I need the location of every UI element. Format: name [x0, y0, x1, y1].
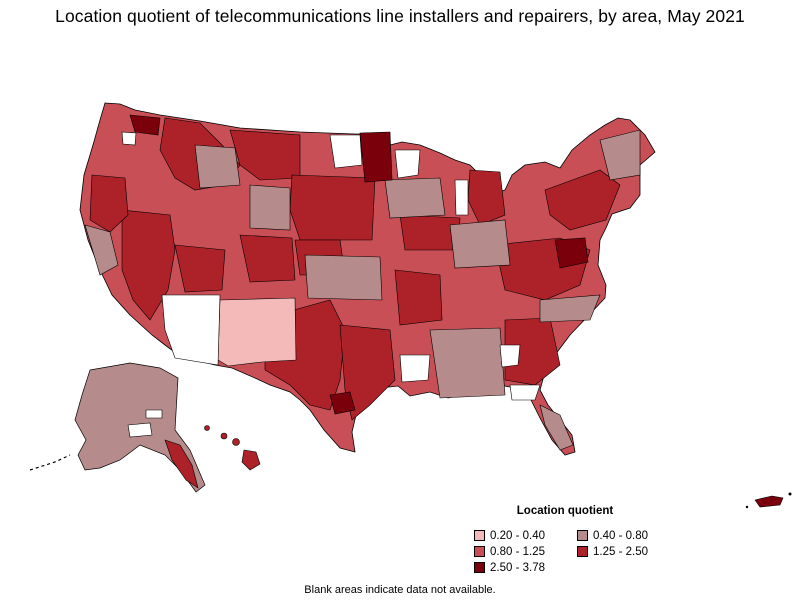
- virgin-island-small: [745, 505, 749, 509]
- region-no-data-minnesota-east[interactable]: [394, 149, 421, 179]
- region-no-data-illinois[interactable]: [454, 179, 469, 216]
- legend-item-2-50-3-78: 2.50 - 3.78: [474, 562, 545, 574]
- legend-label-0-20-0-40: 0.20 - 0.40: [490, 530, 545, 542]
- region-no-data-mississippi[interactable]: [399, 354, 431, 383]
- legend-item-0-80-1-25: 0.80 - 1.25: [474, 546, 545, 558]
- footnote: Blank areas indicate data not available.: [304, 584, 496, 596]
- region-mississippi-alabama[interactable]: [429, 327, 506, 399]
- hawaii-island-2: [220, 432, 228, 440]
- hawaii-big-island: [241, 449, 261, 471]
- legend-item-0-20-0-40: 0.20 - 0.40: [474, 530, 545, 542]
- regions-2-50-3-78: [129, 114, 589, 415]
- region-new-york-pa[interactable]: [544, 169, 621, 231]
- region-alaska-no-data[interactable]: [127, 422, 153, 438]
- puerto-rico-island-small: [788, 492, 792, 496]
- region-wyoming-south[interactable]: [249, 184, 291, 231]
- legend-swatch-1-25-2-50: [577, 546, 588, 557]
- region-florida-west[interactable]: [539, 404, 574, 451]
- region-wyoming-north[interactable]: [194, 144, 241, 189]
- region-texas-gulf[interactable]: [329, 391, 356, 415]
- region-no-data-florida[interactable]: [509, 384, 541, 401]
- region-no-data-arizona[interactable]: [161, 294, 221, 366]
- region-dakotas[interactable]: [289, 174, 376, 241]
- region-alaska-no-data-2[interactable]: [145, 409, 163, 419]
- region-virginia-west[interactable]: [554, 237, 589, 269]
- map-title: Location quotient of telecommunications …: [55, 6, 745, 26]
- legend-swatch-0-40-0-80: [577, 530, 588, 541]
- legend-title: Location quotient: [516, 505, 614, 517]
- region-kansas[interactable]: [304, 254, 383, 301]
- legend-item-1-25-2-50: 1.25 - 2.50: [577, 546, 648, 558]
- legend-label-0-40-0-80: 0.40 - 0.80: [593, 530, 648, 542]
- hawaii-island-3: [232, 438, 240, 446]
- region-ohio-indiana[interactable]: [449, 219, 511, 269]
- region-iowa-wisconsin[interactable]: [384, 177, 446, 219]
- aleutian-islands: [29, 454, 71, 471]
- region-colorado-south[interactable]: [239, 234, 296, 283]
- region-no-data-washington[interactable]: [121, 131, 137, 146]
- region-new-mexico[interactable]: [217, 297, 297, 367]
- region-oregon-north[interactable]: [89, 174, 129, 233]
- legend-swatch-0-20-0-40: [474, 530, 485, 541]
- region-minnesota-north[interactable]: [359, 131, 393, 183]
- legend-label-0-80-1-25: 0.80 - 1.25: [490, 546, 545, 558]
- legend-swatch-0-80-1-25: [474, 546, 485, 557]
- region-montana-east[interactable]: [229, 129, 301, 181]
- region-nevada-utah[interactable]: [121, 209, 176, 321]
- region-texas-east[interactable]: [339, 324, 396, 421]
- region-no-data-alabama[interactable]: [499, 344, 521, 368]
- legend-label-2-50-3-78: 2.50 - 3.78: [490, 562, 545, 574]
- region-california-north[interactable]: [84, 224, 119, 276]
- legend-label-1-25-2-50: 1.25 - 2.50: [593, 546, 648, 558]
- region-north-carolina[interactable]: [539, 294, 601, 323]
- hawaii-island-1: [204, 425, 210, 431]
- region-hawaii[interactable]: [204, 425, 261, 471]
- regions-1-25-2-50: [89, 117, 621, 421]
- region-michigan[interactable]: [467, 169, 506, 226]
- region-washington-north[interactable]: [129, 114, 161, 136]
- legend-item-0-40-0-80: 0.40 - 0.80: [577, 530, 648, 542]
- region-oklahoma-missouri[interactable]: [394, 269, 443, 326]
- region-arizona-north[interactable]: [174, 244, 226, 293]
- regions-0-40-0-80: [84, 129, 641, 451]
- legend-swatch-2-50-3-78: [474, 562, 485, 573]
- region-no-data-north-dakota[interactable]: [329, 134, 363, 169]
- region-alaska-south[interactable]: [164, 439, 199, 489]
- region-new-england[interactable]: [599, 129, 641, 181]
- region-puerto-rico[interactable]: [754, 495, 784, 508]
- regions-no-data: [121, 131, 541, 401]
